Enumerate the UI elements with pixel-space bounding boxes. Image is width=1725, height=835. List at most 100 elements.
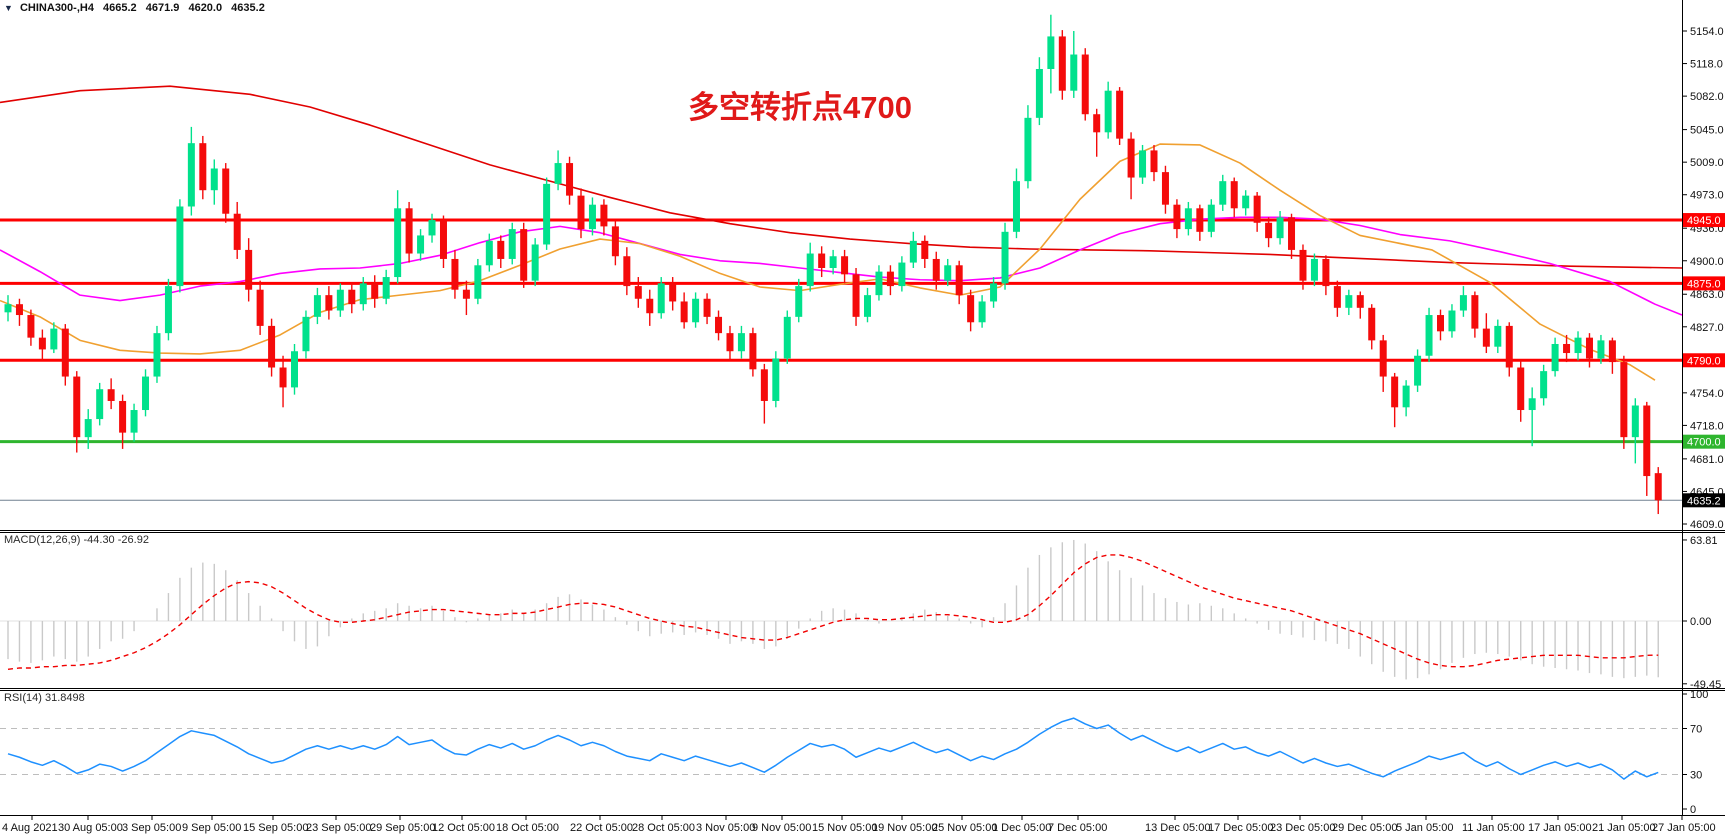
candle — [61, 328, 69, 377]
price-tick-label: 4863.0 — [1690, 289, 1724, 301]
candle — [726, 333, 734, 352]
candle — [829, 256, 837, 269]
candle — [1597, 340, 1605, 359]
chart-text-annotation[interactable]: 多空转折点4700 — [688, 90, 912, 125]
time-tick-label: 27 Jan 05:00 — [1652, 822, 1716, 834]
candle — [921, 240, 929, 259]
candle — [1654, 473, 1662, 501]
candle — [96, 389, 104, 420]
candle — [1505, 325, 1513, 368]
collapse-icon[interactable]: ▼ — [4, 3, 13, 13]
candle — [1058, 36, 1066, 91]
candle — [1402, 385, 1410, 408]
candle — [1310, 258, 1318, 281]
price-badge-label: 4635.2 — [1687, 495, 1721, 507]
candle — [978, 301, 986, 323]
ohlc-high: 4671.9 — [145, 2, 180, 14]
price-badge — [1683, 353, 1725, 368]
time-tick-label: 23 Sep 05:00 — [306, 822, 371, 834]
time-tick-label: 18 Oct 05:00 — [496, 822, 559, 834]
candle — [1299, 249, 1307, 281]
candle — [990, 283, 998, 302]
candle — [818, 253, 826, 269]
candle — [783, 316, 791, 359]
candle — [222, 168, 230, 214]
price-badge-label: 4790.0 — [1687, 355, 1721, 367]
macd-main-value: -44.30 — [83, 534, 115, 546]
time-tick-label: 3 Sep 05:00 — [122, 822, 181, 834]
candle — [302, 316, 310, 352]
candle — [405, 208, 413, 254]
candle — [1230, 181, 1238, 209]
candle — [1448, 310, 1456, 332]
candle — [600, 204, 608, 227]
candle — [588, 204, 596, 230]
candle — [967, 295, 975, 323]
price-tick-label: 4718.0 — [1690, 420, 1724, 432]
candle — [313, 295, 321, 317]
candle — [1035, 68, 1043, 118]
candle — [646, 298, 654, 314]
candle — [875, 271, 883, 296]
time-axis[interactable]: 4 Aug 2021 30 Aug 05:00 3 Sep 05:00 9 Sep 0… — [0, 815, 1725, 835]
candle — [348, 289, 356, 305]
candle — [1482, 328, 1490, 347]
time-tick-label: 12 Oct 05:00 — [432, 822, 495, 834]
horizontal-level-lines[interactable] — [0, 218, 1682, 501]
time-tick-label: 29 Dec 05:00 — [1332, 822, 1397, 834]
candle — [1379, 340, 1387, 377]
candle — [428, 220, 436, 236]
candle — [623, 256, 631, 287]
price-tick-label: 4609.0 — [1690, 519, 1724, 530]
candle — [1173, 204, 1181, 230]
candle — [336, 289, 344, 311]
price-badge — [1683, 213, 1725, 228]
macd-name: MACD(12,26,9) — [4, 534, 81, 546]
ohlc-close: 4635.2 — [231, 2, 265, 14]
candle — [1643, 405, 1651, 477]
candle — [256, 289, 264, 326]
candle — [543, 183, 551, 245]
candle — [1322, 258, 1330, 287]
rsi-indicator-panel[interactable]: 100 70 30 0 — [0, 688, 1725, 815]
candle — [451, 258, 459, 290]
time-tick-label: 3 Nov 05:00 — [696, 822, 755, 834]
candle — [531, 244, 539, 281]
candle — [1116, 90, 1124, 139]
candle — [279, 367, 287, 388]
macd-axis[interactable]: 63.81 0.00 -49.45 — [1682, 530, 1721, 688]
main-price-chart[interactable]: 5154.05118.05082.05045.05009.04973.04936… — [0, 0, 1725, 530]
macd-tick-label: 63.81 — [1690, 535, 1718, 547]
candle — [1139, 150, 1147, 178]
candle — [1104, 90, 1112, 133]
rsi-axis[interactable]: 100 70 30 0 — [1682, 688, 1708, 815]
time-tick-label: 9 Sep 05:00 — [182, 822, 241, 834]
candle — [692, 298, 700, 323]
candle — [107, 389, 115, 401]
candle — [119, 400, 127, 433]
rsi-name: RSI(14) — [4, 692, 42, 704]
candle — [1219, 181, 1227, 205]
candle — [1585, 337, 1593, 359]
price-axis[interactable]: 5154.05118.05082.05045.05009.04973.04936… — [1682, 0, 1725, 530]
candle — [245, 249, 253, 290]
candle — [669, 283, 677, 302]
time-tick-label: 9 Nov 05:00 — [752, 822, 811, 834]
time-tick-label: 25 Nov 05:00 — [932, 822, 997, 834]
candle — [1333, 286, 1341, 308]
price-tick-label: 4900.0 — [1690, 256, 1724, 268]
price-tick-label: 5154.0 — [1690, 26, 1724, 38]
candle — [462, 289, 470, 299]
candle — [1356, 295, 1364, 308]
candle — [371, 283, 379, 299]
chart-header: ▼ CHINA300-,H4 4665.2 4671.9 4620.0 4635… — [4, 2, 271, 14]
macd-label: MACD(12,26,9) -44.30 -26.92 — [4, 534, 149, 546]
macd-indicator-panel[interactable]: 63.81 0.00 -49.45 — [0, 530, 1725, 688]
time-tick-label: 23 Dec 05:00 — [1270, 822, 1335, 834]
candle — [703, 298, 711, 317]
candle — [760, 369, 768, 401]
candle — [1620, 362, 1628, 438]
candle — [1345, 295, 1353, 308]
candle — [1150, 150, 1158, 173]
